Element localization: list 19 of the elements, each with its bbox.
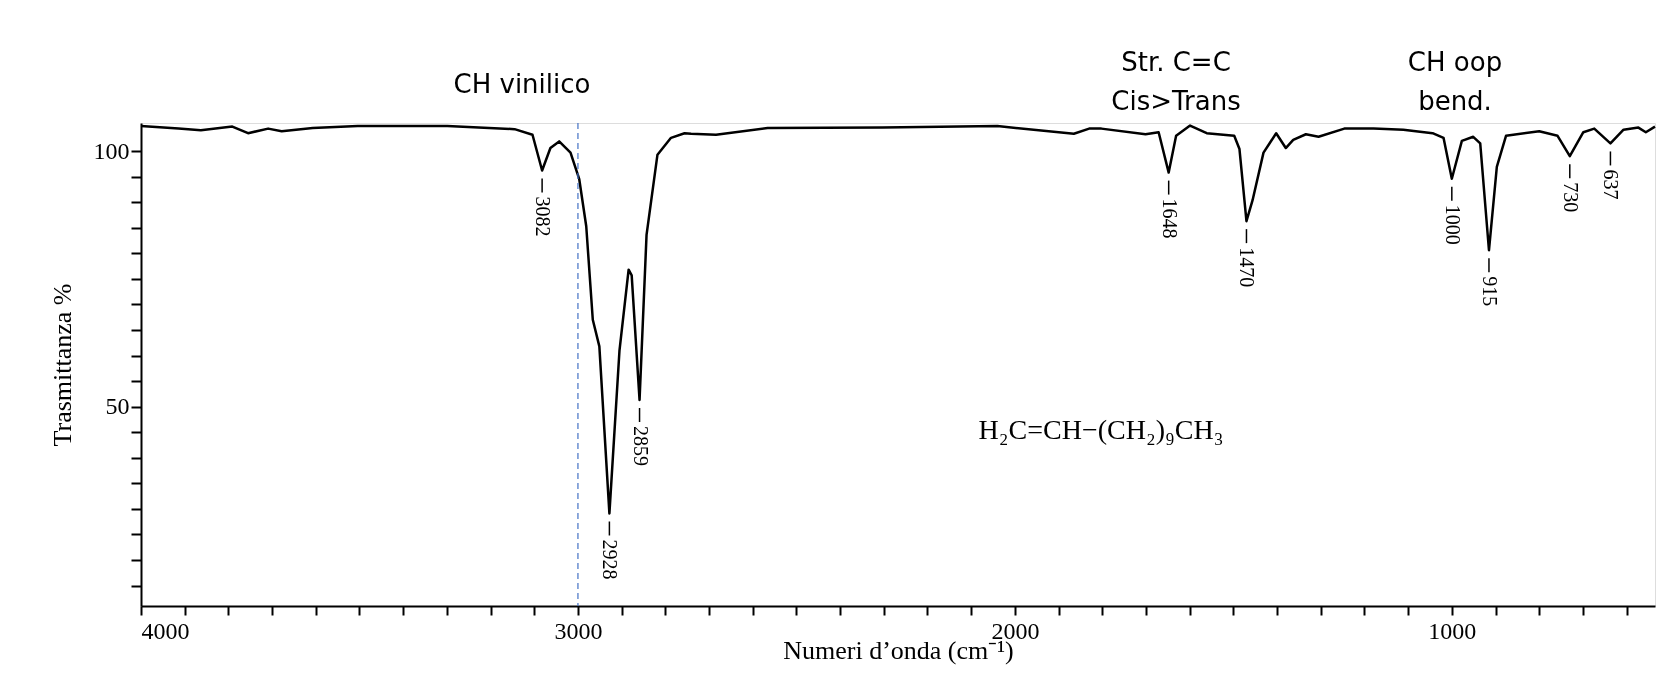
text: CH vinilico	[453, 69, 591, 99]
annotation: 2859	[629, 426, 652, 467]
annotation: 1648	[1158, 198, 1181, 239]
annotation: 915	[1478, 276, 1501, 307]
text: CH oop bend.	[1407, 47, 1503, 116]
x-tick-label: 1000	[1428, 617, 1477, 644]
annotation: 730	[1559, 182, 1582, 213]
annotation: 2928	[599, 539, 622, 580]
annotation: 637	[1600, 169, 1623, 200]
y-axis-title: Trasmittanza %	[47, 283, 77, 447]
y-tick-label: 50	[105, 393, 130, 420]
x-tick-label: 3000	[554, 617, 603, 644]
annotation: 3082	[532, 196, 555, 237]
annotation: 1000	[1441, 204, 1464, 245]
annotation: H₂C=CH−(CH₂)₉CH₃	[978, 414, 1224, 445]
y-tick-label: 100	[93, 137, 130, 164]
text: Str. C=C Cis>Trans	[1111, 47, 1241, 116]
x-tick-label: 4000	[141, 617, 190, 644]
annotation: 1470	[1236, 247, 1259, 288]
